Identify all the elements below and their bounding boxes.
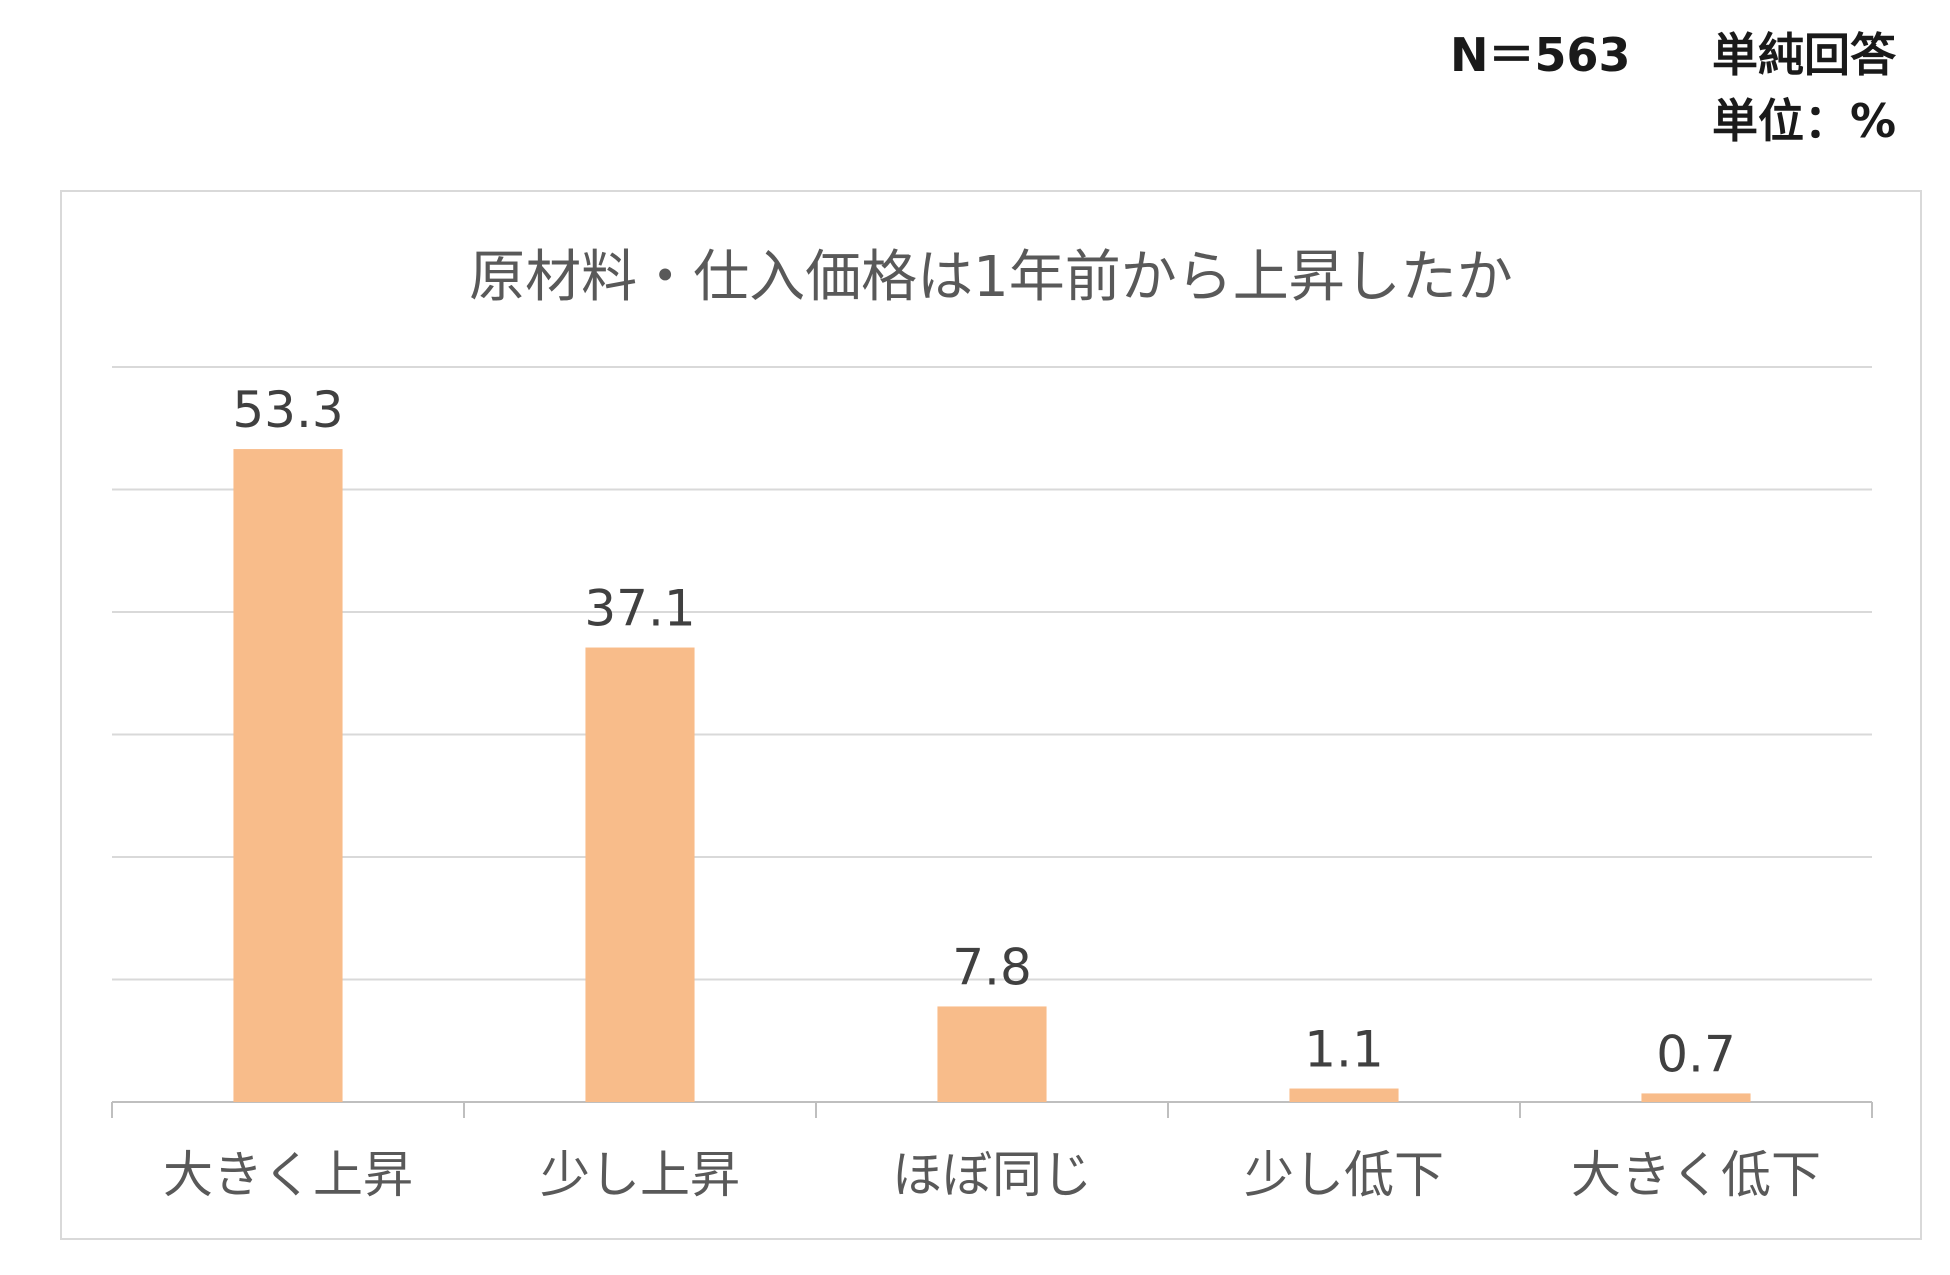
bar-2	[585, 647, 695, 1102]
data-label-1: 53.3	[232, 381, 343, 439]
category-label-2: 少し上昇	[540, 1146, 740, 1204]
bar-3	[937, 1006, 1047, 1102]
chart-frame: 原材料・仕入価格は1年前から上昇したか 53.3 大きく上昇 37.1 少し上昇 7.8…	[60, 190, 1922, 1240]
chart-title: 原材料・仕入価格は1年前から上昇したか	[469, 245, 1513, 310]
category-label-1: 大きく上昇	[163, 1146, 413, 1204]
category-label-4: 少し低下	[1244, 1146, 1444, 1204]
data-label-3: 7.8	[952, 938, 1032, 996]
bar-5	[1641, 1093, 1751, 1102]
bar-4	[1289, 1088, 1399, 1102]
sample-size-note: N＝563	[1450, 28, 1631, 82]
data-label-4: 1.1	[1304, 1021, 1384, 1079]
category-label-3: ほぼ同じ	[892, 1146, 1092, 1204]
unit-note: 単位：%	[1712, 94, 1897, 148]
data-label-2: 37.1	[584, 580, 695, 638]
answer-type-note: 単純回答	[1712, 28, 1896, 82]
bar-chart: 53.3 大きく上昇 37.1 少し上昇 7.8 ほぼ同じ 1.1 少し低下 0.7 大きく低下	[111, 366, 1873, 1204]
category-label-5: 大きく低下	[1571, 1146, 1821, 1204]
bar-1	[233, 449, 343, 1102]
data-label-5: 0.7	[1656, 1025, 1736, 1083]
